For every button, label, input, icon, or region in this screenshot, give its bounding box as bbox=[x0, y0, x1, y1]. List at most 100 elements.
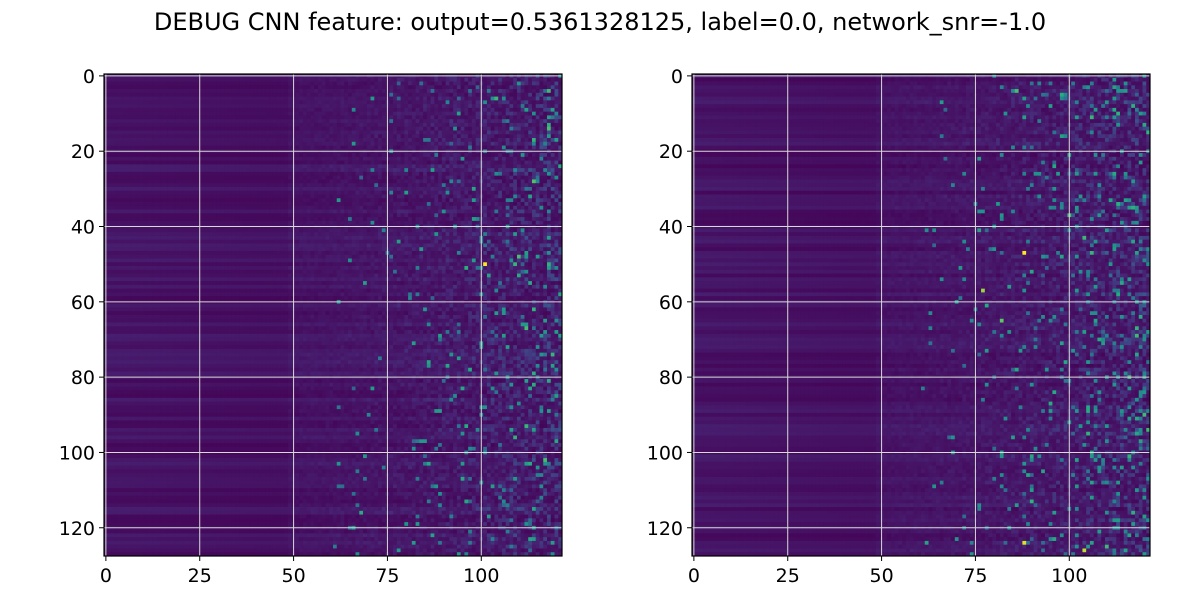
heatmap-cell bbox=[318, 93, 322, 97]
heatmap-cell bbox=[509, 112, 513, 116]
heatmap-cell bbox=[250, 82, 254, 86]
heatmap-cell bbox=[352, 100, 356, 104]
heatmap-cell bbox=[468, 108, 472, 112]
heatmap-cell bbox=[314, 97, 318, 101]
heatmap-cell bbox=[104, 82, 108, 86]
heatmap-cell bbox=[517, 115, 521, 119]
heatmap-cell bbox=[341, 74, 345, 78]
heatmap-cell bbox=[457, 104, 461, 108]
heatmap-cell bbox=[494, 115, 498, 119]
heatmap-cell bbox=[536, 123, 540, 127]
heatmap-cell bbox=[341, 112, 345, 116]
heatmap-cell bbox=[168, 78, 172, 82]
heatmap-cell bbox=[352, 74, 356, 78]
heatmap-cell bbox=[528, 74, 532, 78]
heatmap-cell bbox=[532, 85, 536, 89]
heatmap-cell bbox=[539, 123, 543, 127]
heatmap-cell bbox=[532, 112, 536, 116]
heatmap-cell bbox=[416, 123, 420, 127]
heatmap-cell bbox=[187, 100, 191, 104]
heatmap-cell bbox=[536, 89, 540, 93]
heatmap-cell bbox=[112, 115, 116, 119]
heatmap-cell bbox=[502, 74, 506, 78]
heatmap-cell bbox=[228, 108, 232, 112]
heatmap-cell bbox=[397, 104, 401, 108]
heatmap-cell bbox=[547, 97, 551, 101]
heatmap-cell bbox=[558, 85, 562, 89]
heatmap-cell bbox=[104, 74, 108, 78]
heatmap-cell bbox=[442, 115, 446, 119]
heatmap-cell bbox=[386, 89, 390, 93]
heatmap-cell bbox=[258, 123, 262, 127]
heatmap-cell bbox=[378, 85, 382, 89]
heatmap-cell bbox=[172, 123, 176, 127]
heatmap-cell bbox=[494, 97, 498, 101]
heatmap-cell bbox=[389, 85, 393, 89]
heatmap-cell bbox=[457, 85, 461, 89]
heatmap-cell bbox=[457, 115, 461, 119]
heatmap-cell bbox=[190, 89, 194, 93]
heatmap-cell bbox=[521, 74, 525, 78]
heatmap-cell bbox=[202, 100, 206, 104]
heatmap-cell bbox=[408, 97, 412, 101]
heatmap-cell bbox=[517, 78, 521, 82]
heatmap-cell bbox=[397, 82, 401, 86]
heatmap-cell bbox=[344, 78, 348, 82]
heatmap-cell bbox=[198, 78, 202, 82]
heatmap-cell bbox=[115, 108, 119, 112]
heatmap-cell bbox=[262, 89, 266, 93]
heatmap-cell bbox=[543, 115, 547, 119]
heatmap-cell bbox=[434, 97, 438, 101]
heatmap-cell bbox=[265, 82, 269, 86]
heatmap-cell bbox=[269, 93, 273, 97]
heatmap-cell bbox=[198, 74, 202, 78]
heatmap-cell bbox=[397, 115, 401, 119]
heatmap-cell bbox=[239, 97, 243, 101]
heatmap-cell bbox=[119, 93, 123, 97]
heatmap-cell bbox=[468, 82, 472, 86]
heatmap-cell bbox=[134, 108, 138, 112]
heatmap-cell bbox=[401, 85, 405, 89]
heatmap-cell bbox=[202, 78, 206, 82]
heatmap-cell bbox=[179, 93, 183, 97]
heatmap-cell bbox=[130, 104, 134, 108]
heatmap-cell bbox=[479, 93, 483, 97]
heatmap-cell bbox=[127, 85, 131, 89]
heatmap-cell bbox=[551, 74, 555, 78]
heatmap-cell bbox=[423, 93, 427, 97]
heatmap-cell bbox=[250, 74, 254, 78]
heatmap-cell bbox=[280, 97, 284, 101]
heatmap-cell bbox=[528, 85, 532, 89]
heatmap-cell bbox=[551, 97, 555, 101]
heatmap-cell bbox=[359, 123, 363, 127]
heatmap-cell bbox=[235, 108, 239, 112]
heatmap-cell bbox=[344, 85, 348, 89]
heatmap-cell bbox=[198, 108, 202, 112]
heatmap-cell bbox=[438, 82, 442, 86]
heatmap-cell bbox=[382, 97, 386, 101]
heatmap-cell bbox=[172, 100, 176, 104]
heatmap-cell bbox=[449, 74, 453, 78]
heatmap-cell bbox=[194, 112, 198, 116]
heatmap-cell bbox=[179, 97, 183, 101]
heatmap-cell bbox=[235, 97, 239, 101]
heatmap-cell bbox=[434, 74, 438, 78]
heatmap-cell bbox=[344, 100, 348, 104]
heatmap-cell bbox=[356, 115, 360, 119]
heatmap-cell bbox=[202, 97, 206, 101]
heatmap-cell bbox=[524, 112, 528, 116]
heatmap-cell bbox=[509, 97, 513, 101]
heatmap-cell bbox=[175, 97, 179, 101]
heatmap-cell bbox=[543, 123, 547, 127]
heatmap-cell bbox=[175, 104, 179, 108]
heatmap-cell bbox=[138, 78, 142, 82]
heatmap-cell bbox=[554, 115, 558, 119]
heatmap-cell bbox=[472, 112, 476, 116]
heatmap-cell bbox=[299, 100, 303, 104]
heatmap-cell bbox=[461, 85, 465, 89]
heatmap-cell bbox=[115, 85, 119, 89]
heatmap-cell bbox=[250, 97, 254, 101]
heatmap-cell bbox=[416, 93, 420, 97]
heatmap-cell bbox=[243, 123, 247, 127]
heatmap-cell bbox=[558, 89, 562, 93]
